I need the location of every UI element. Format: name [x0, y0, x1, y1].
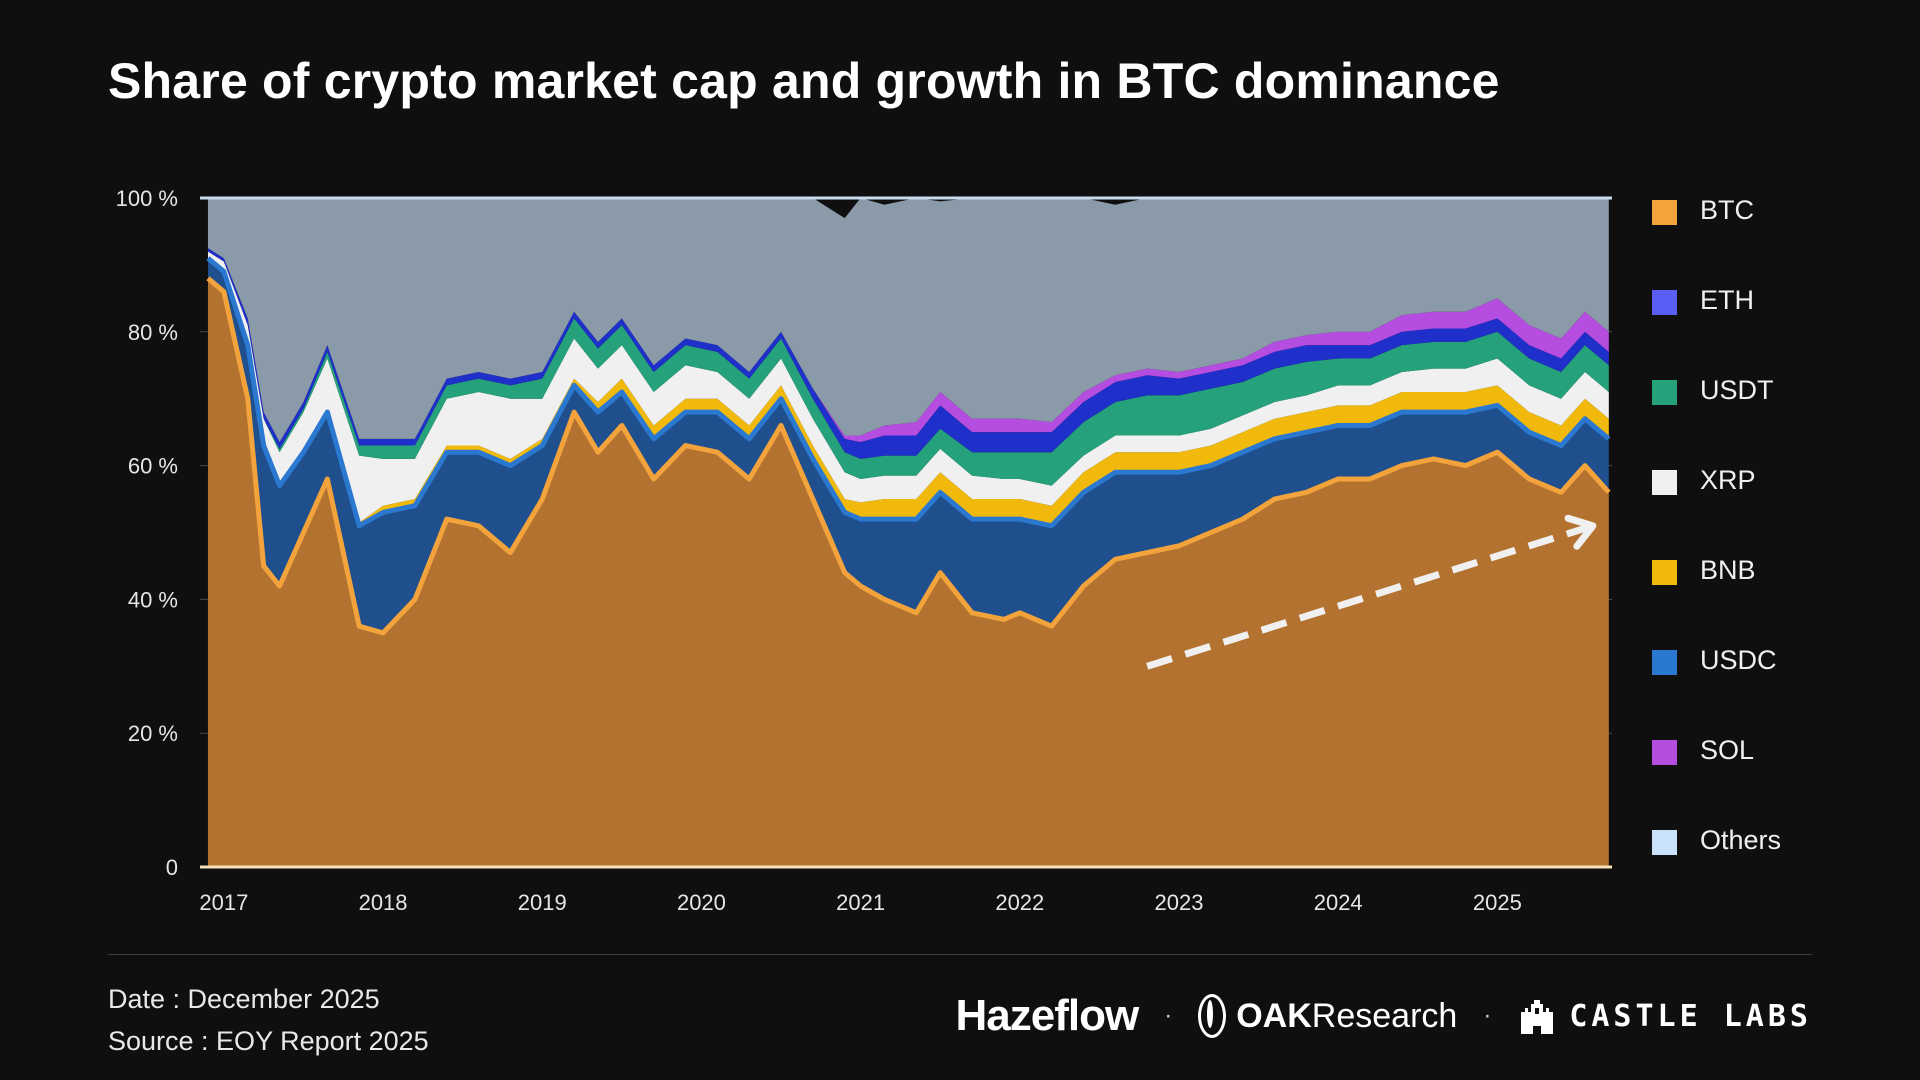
legend-label-xrp: XRP [1700, 465, 1756, 495]
y-tick-label-60: 60 % [128, 454, 178, 479]
y-tick-label-40: 40 % [128, 587, 178, 612]
footer-divider [108, 954, 1812, 955]
castle-icon [1521, 1000, 1554, 1034]
area-btc [207, 278, 1609, 867]
y-tick-label-80: 80 % [128, 320, 178, 345]
x-tick-label-2024: 2024 [1314, 890, 1363, 915]
legend-swatch-others [1652, 830, 1677, 855]
oak-research-logo: OAK Research [1198, 994, 1457, 1038]
area-usdc [207, 258, 1609, 633]
x-tick-label-2018: 2018 [359, 890, 408, 915]
line-usdc [206, 256, 1611, 529]
area-sol [207, 248, 1609, 443]
area-eth [207, 248, 1609, 459]
x-tick-label-2020: 2020 [677, 890, 726, 915]
legend-swatch-xrp [1652, 470, 1677, 495]
legend-label-btc: BTC [1700, 195, 1754, 225]
legend-swatch-eth [1652, 290, 1677, 315]
castle-labs-logo: CASTLE LABS [1517, 996, 1812, 1036]
legend-label-bnb: BNB [1700, 555, 1756, 585]
trend-annotation [1146, 514, 1597, 670]
legend-swatch-btc [1652, 200, 1677, 225]
trend-arrow-head [1564, 514, 1597, 550]
legend-label-sol: SOL [1700, 735, 1755, 765]
chart-title: Share of crypto market cap and growth in… [108, 53, 1500, 109]
y-tick-label-100: 100 % [116, 186, 178, 211]
logo-separator: · [1164, 1002, 1173, 1029]
legend-label-usdt: USDT [1700, 375, 1774, 405]
legend-swatch-usdt [1652, 380, 1677, 405]
legend-label-eth: ETH [1700, 285, 1754, 315]
oak-logo-prefix: OAK [1236, 996, 1312, 1035]
legend-swatch-sol [1652, 740, 1677, 765]
x-tick-label-2019: 2019 [518, 890, 567, 915]
x-tick-label-2023: 2023 [1155, 890, 1204, 915]
legend-label-others: Others [1700, 825, 1782, 855]
legend-label-usdc: USDC [1700, 645, 1777, 675]
x-tick-label-2022: 2022 [995, 890, 1044, 915]
footer-text: Date : December 2025 Source : EOY Report… [108, 978, 429, 1062]
oak-logo-suffix: Research [1311, 996, 1458, 1035]
footer-source: Source : EOY Report 2025 [108, 1026, 429, 1056]
legend-swatch-bnb [1652, 560, 1677, 585]
x-tick-label-2017: 2017 [199, 890, 248, 915]
logo-separator-2: · [1483, 1002, 1492, 1029]
stacked-areas [207, 198, 1609, 867]
legend-swatch-usdc [1652, 650, 1677, 675]
x-tick-label-2021: 2021 [836, 890, 885, 915]
y-tick-label-0: 0 [166, 855, 178, 880]
series-lines [200, 196, 1612, 869]
axis-labels: 0 20 % 40 % 60 % 80 % 100 % 2017 2018 2019 2020 20… [116, 186, 1522, 915]
area-usdt [207, 251, 1609, 486]
area-others [207, 198, 1609, 443]
line-btc [206, 276, 1611, 636]
footer-date: Date : December 2025 [108, 984, 380, 1014]
hazeflow-logo: Hazeflow [955, 991, 1140, 1040]
y-tick-label-20: 20 % [128, 721, 178, 746]
castle-labs-text: CASTLE LABS [1569, 998, 1812, 1034]
partner-logos: Hazeflow · OAK Research · CASTLE LABS [955, 991, 1812, 1040]
x-tick-label-2025: 2025 [1473, 890, 1522, 915]
oak-mark-icon [1198, 994, 1227, 1038]
